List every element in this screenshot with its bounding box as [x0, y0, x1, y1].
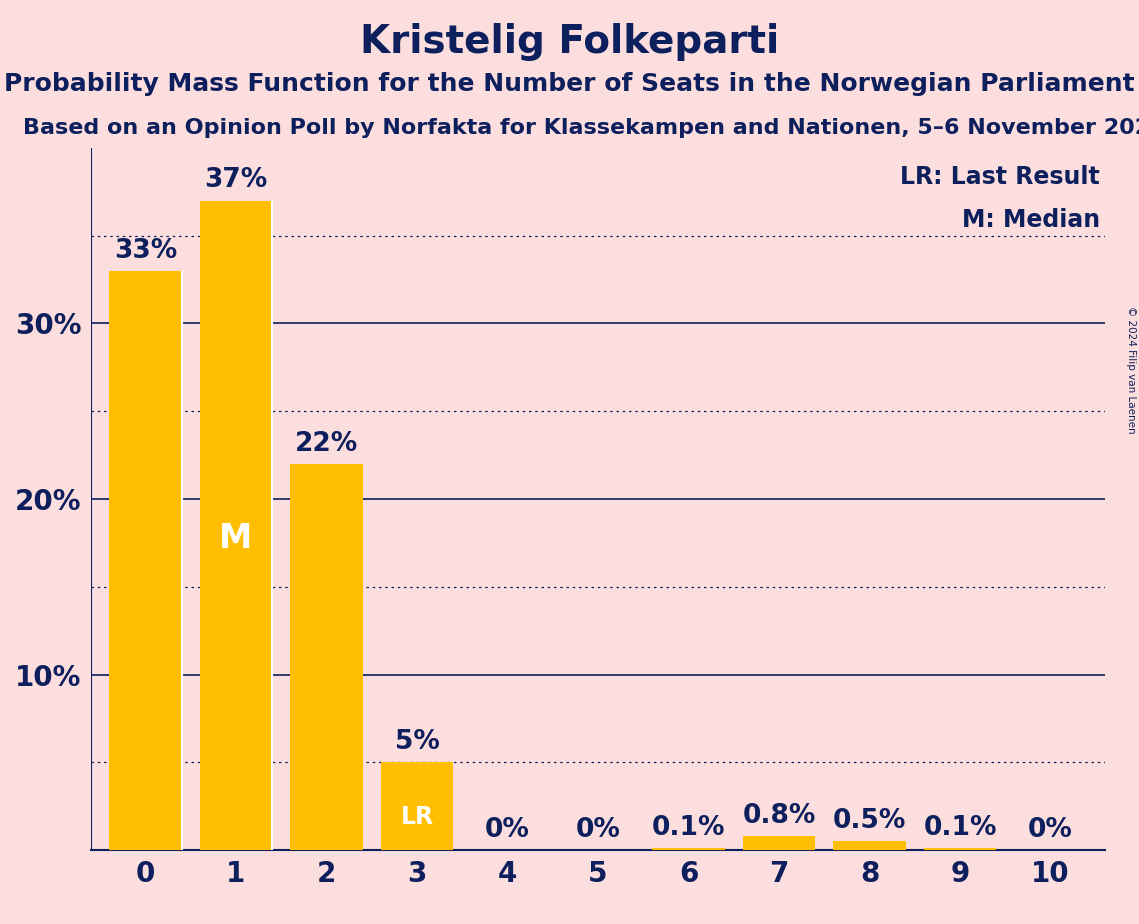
Text: Probability Mass Function for the Number of Seats in the Norwegian Parliament: Probability Mass Function for the Number… [5, 72, 1134, 96]
Bar [924, 848, 997, 850]
Bar [199, 201, 272, 850]
Text: 0.1%: 0.1% [924, 815, 997, 841]
Text: 0%: 0% [485, 817, 530, 843]
Bar [290, 464, 362, 850]
Text: LR: LR [401, 805, 434, 829]
Bar [380, 762, 453, 850]
Text: 37%: 37% [204, 167, 268, 193]
Text: 22%: 22% [295, 431, 358, 456]
Text: LR: Last Result: LR: Last Result [900, 165, 1100, 189]
Text: 0.8%: 0.8% [743, 803, 816, 829]
Text: 0%: 0% [1029, 817, 1073, 843]
Text: Based on an Opinion Poll by Norfakta for Klassekampen and Nationen, 5–6 November: Based on an Opinion Poll by Norfakta for… [23, 118, 1139, 139]
Text: 0%: 0% [575, 817, 621, 843]
Text: Kristelig Folkeparti: Kristelig Folkeparti [360, 23, 779, 61]
Text: M: M [220, 522, 253, 554]
Bar [653, 848, 724, 850]
Text: 0.5%: 0.5% [833, 808, 907, 834]
Text: © 2024 Filip van Laenen: © 2024 Filip van Laenen [1126, 306, 1136, 433]
Text: 33%: 33% [114, 237, 177, 263]
Text: M: Median: M: Median [961, 208, 1100, 232]
Bar [743, 836, 816, 850]
Text: 5%: 5% [394, 729, 440, 755]
Bar [109, 271, 181, 850]
Bar [834, 841, 906, 850]
Text: 0.1%: 0.1% [652, 815, 726, 841]
